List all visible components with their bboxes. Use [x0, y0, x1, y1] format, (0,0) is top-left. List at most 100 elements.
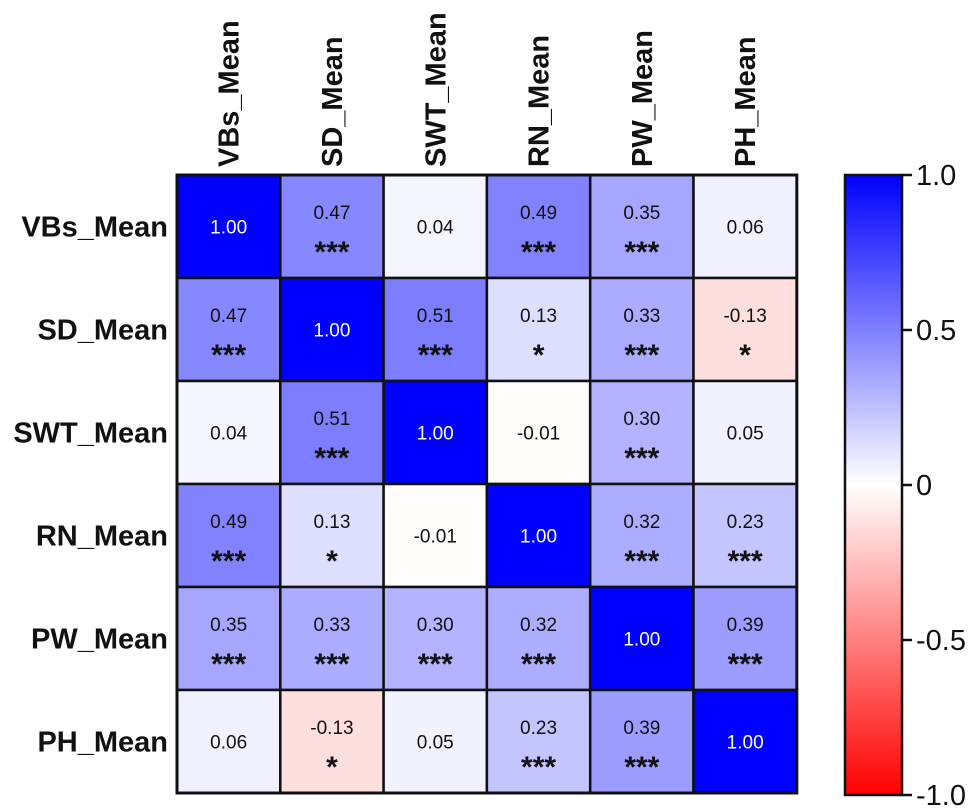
significance-label: ***	[521, 751, 556, 784]
cell-value-label: 0.35	[210, 615, 247, 636]
row-label: PH_Mean	[37, 727, 168, 759]
cell-value-label: 1.00	[623, 630, 660, 651]
significance-label: ***	[624, 545, 659, 578]
cell-value-label: 0.35	[623, 203, 660, 224]
significance-label: ***	[728, 648, 763, 681]
cell-value-label: 0.39	[623, 718, 660, 739]
cell-value-label: 1.00	[417, 424, 454, 445]
significance-label: ***	[624, 339, 659, 372]
cell-value-label: -0.13	[723, 306, 766, 327]
row-label: PW_Mean	[31, 624, 168, 656]
colorbar-gradient	[843, 173, 904, 797]
significance-label: ***	[624, 236, 659, 269]
cell-value-label: 0.32	[520, 615, 557, 636]
significance-label: ***	[211, 545, 246, 578]
cell-value-label: 0.13	[520, 306, 557, 327]
cell-value-label: 0.23	[520, 718, 557, 739]
significance-label: ***	[314, 648, 349, 681]
cell-value-label: 0.47	[210, 306, 247, 327]
colorbar-tick-label: 0.5	[916, 315, 956, 347]
heatmap-cell	[485, 585, 592, 692]
row-label: SD_Mean	[37, 315, 168, 347]
row-labels: VBs_Mean SD_Mean SWT_Mean RN_Mean PW_Mean PH_…	[13, 212, 168, 759]
heatmap-cells: 1.000.47***0.040.49***0.35***0.060.47***…	[175, 173, 799, 795]
significance-label: *	[533, 339, 545, 372]
heatmap-cell	[382, 585, 489, 692]
cell-value-label: -0.13	[310, 718, 353, 739]
cell-value-label: -0.01	[517, 424, 560, 445]
cell-value-label: 0.32	[623, 512, 660, 533]
cell-value-label: 1.00	[313, 321, 350, 342]
colorbar-tick-label: 1.0	[916, 160, 956, 192]
row-label: VBs_Mean	[21, 212, 168, 244]
heatmap-cell	[175, 688, 282, 795]
significance-label: *	[326, 751, 338, 784]
cell-value-label: 0.30	[623, 409, 660, 430]
significance-label: ***	[418, 339, 453, 372]
significance-label: ***	[624, 442, 659, 475]
cell-value-label: 1.00	[210, 218, 247, 239]
heatmap-border	[175, 173, 799, 795]
cell-value-label: 0.06	[210, 733, 247, 754]
heatmap-cell	[279, 482, 385, 589]
significance-label: ***	[314, 236, 349, 269]
significance-label: ***	[211, 339, 246, 372]
heatmap-cell	[279, 379, 385, 486]
colorbar: 1.0 0.5 0 -0.5 -1.0	[843, 160, 966, 812]
heatmap-cell	[692, 173, 799, 280]
heatmap-cell	[588, 482, 695, 589]
column-labels: VBs_Mean SD_Mean SWT_Mean RN_Mean PW_Mean PH_…	[214, 12, 763, 167]
cell-value-label: 0.23	[727, 512, 764, 533]
heatmap-cell	[485, 379, 592, 486]
column-label: SWT_Mean	[420, 12, 452, 167]
row-label: RN_Mean	[36, 521, 168, 553]
colorbar-tick-label: -0.5	[916, 625, 966, 657]
heatmap-cell	[485, 276, 592, 383]
significance-label: *	[739, 339, 751, 372]
heatmap-cell	[382, 482, 489, 589]
cell-value-label: 0.51	[417, 306, 454, 327]
cell-value-label: 0.30	[417, 615, 454, 636]
cell-value-label: 1.00	[727, 733, 764, 754]
row-label: SWT_Mean	[13, 418, 168, 450]
heatmap-cell	[588, 585, 695, 692]
significance-label: *	[326, 545, 338, 578]
significance-label: ***	[521, 648, 556, 681]
heatmap-cell	[485, 482, 592, 589]
heatmap-cell	[692, 276, 799, 383]
column-label: VBs_Mean	[214, 20, 246, 167]
heatmap-cell	[279, 173, 385, 280]
cell-value-label: 0.05	[417, 733, 454, 754]
heatmap-cell	[588, 379, 695, 486]
cell-value-label: 0.33	[313, 615, 350, 636]
cell-value-label: 0.47	[313, 203, 350, 224]
cell-value-label: 0.39	[727, 615, 764, 636]
significance-label: ***	[418, 648, 453, 681]
cell-value-label: -0.01	[414, 527, 457, 548]
cell-value-label: 0.51	[313, 409, 350, 430]
cell-value-label: 0.33	[623, 306, 660, 327]
significance-label: ***	[728, 545, 763, 578]
cell-value-label: 0.04	[210, 424, 247, 445]
column-label: PH_Mean	[730, 36, 762, 167]
significance-label: ***	[314, 442, 349, 475]
cell-value-label: 0.49	[210, 512, 247, 533]
heatmap-cell	[279, 276, 385, 383]
heatmap-cell	[692, 688, 799, 795]
cell-value-label: 0.05	[727, 424, 764, 445]
significance-label: ***	[624, 751, 659, 784]
cell-value-label: 0.06	[727, 218, 764, 239]
significance-label: ***	[521, 236, 556, 269]
column-label: PW_Mean	[627, 30, 659, 167]
colorbar-tick-label: -1.0	[916, 780, 966, 812]
heatmap-cell	[175, 482, 282, 589]
column-label: RN_Mean	[524, 35, 556, 167]
heatmap-cell	[692, 379, 799, 486]
cell-value-label: 1.00	[520, 527, 557, 548]
colorbar-tick-label: 0	[916, 470, 932, 502]
column-label: SD_Mean	[317, 36, 349, 167]
cell-value-label: 0.04	[417, 218, 454, 239]
cell-value-label: 0.49	[520, 203, 557, 224]
cell-value-label: 0.13	[313, 512, 350, 533]
